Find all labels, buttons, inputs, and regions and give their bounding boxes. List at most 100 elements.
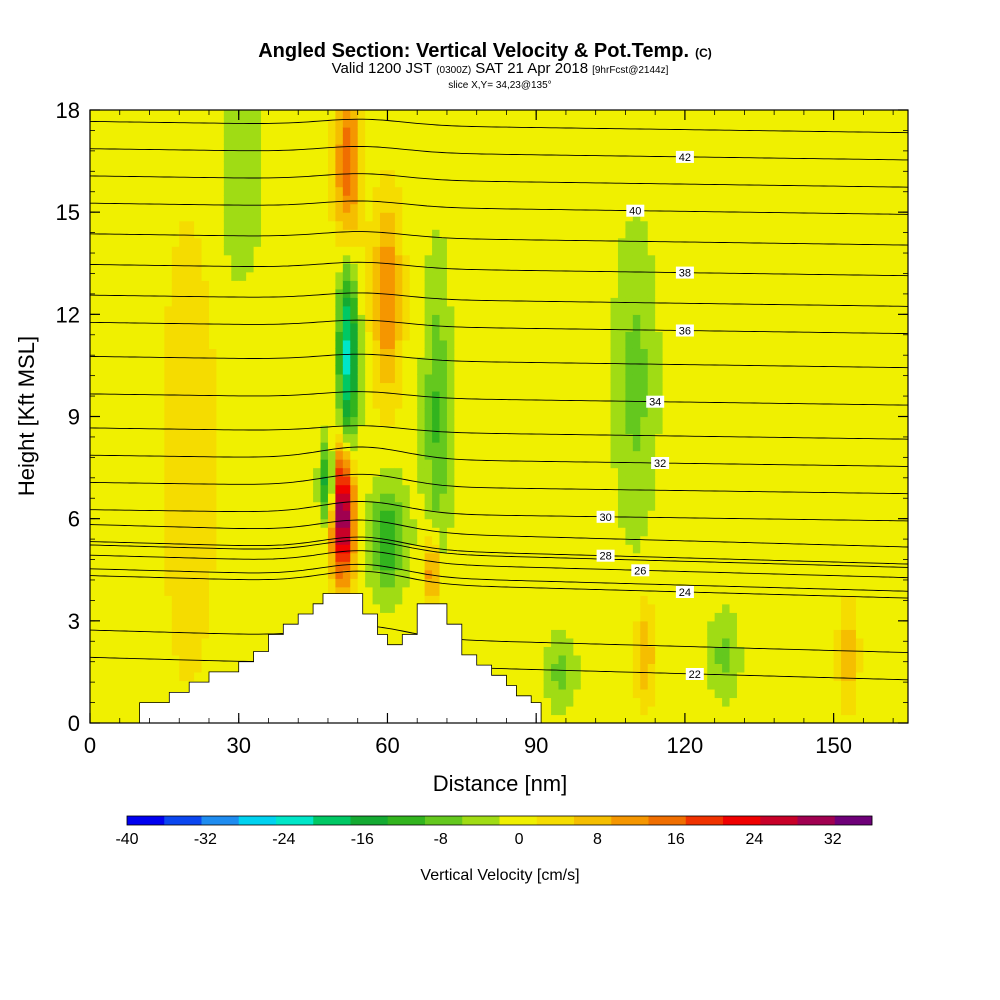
- velocity-cell: [231, 407, 240, 418]
- velocity-cell: [313, 169, 322, 179]
- velocity-cell: [231, 620, 240, 630]
- velocity-cell: [603, 586, 612, 596]
- velocity-cell: [223, 297, 232, 307]
- velocity-cell: [275, 339, 284, 349]
- velocity-cell: [506, 654, 515, 664]
- velocity-cell: [149, 501, 158, 511]
- velocity-cell: [491, 263, 500, 273]
- velocity-cell: [305, 382, 314, 392]
- velocity-cell: [216, 161, 225, 171]
- velocity-cell: [588, 476, 597, 486]
- velocity-cell: [595, 203, 604, 213]
- velocity-cell: [380, 297, 389, 307]
- velocity-cell: [156, 356, 165, 367]
- velocity-cell: [372, 203, 381, 213]
- velocity-cell: [588, 595, 597, 605]
- velocity-cell: [595, 620, 604, 630]
- velocity-cell: [298, 237, 307, 247]
- velocity-cell: [290, 280, 299, 290]
- velocity-cell: [461, 339, 470, 349]
- velocity-cell: [216, 501, 225, 511]
- velocity-cell: [350, 195, 359, 205]
- velocity-cell: [454, 501, 463, 511]
- velocity-cell: [90, 425, 99, 435]
- velocity-cell: [104, 569, 113, 579]
- velocity-cell: [313, 399, 322, 409]
- velocity-cell: [90, 288, 99, 298]
- velocity-cell: [134, 212, 143, 222]
- velocity-cell: [484, 442, 493, 452]
- velocity-cell: [446, 356, 455, 367]
- velocity-cell: [194, 288, 203, 298]
- velocity-cell: [223, 144, 232, 154]
- velocity-cell: [104, 552, 113, 562]
- velocity-cell: [484, 518, 493, 528]
- velocity-cell: [290, 561, 299, 571]
- velocity-cell: [320, 254, 329, 264]
- velocity-cell: [156, 425, 165, 435]
- velocity-cell: [335, 586, 344, 596]
- velocity-cell: [313, 212, 322, 222]
- velocity-cell: [409, 459, 418, 469]
- velocity-cell: [171, 484, 180, 494]
- velocity-cell: [164, 450, 173, 460]
- velocity-cell: [595, 714, 604, 723]
- velocity-cell: [253, 195, 262, 205]
- velocity-cell: [580, 127, 589, 137]
- velocity-cell: [327, 203, 336, 213]
- velocity-cell: [417, 595, 426, 605]
- velocity-cell: [201, 637, 210, 647]
- velocity-cell: [491, 365, 500, 375]
- velocity-cell: [506, 442, 515, 452]
- velocity-cell: [134, 331, 143, 341]
- velocity-cell: [305, 322, 314, 332]
- velocity-cell: [357, 203, 366, 213]
- velocity-cell: [469, 595, 478, 605]
- velocity-cell: [119, 705, 128, 716]
- velocity-cell: [558, 595, 567, 605]
- velocity-cell: [104, 135, 113, 145]
- velocity-cell: [551, 271, 560, 281]
- velocity-cell: [223, 578, 232, 588]
- velocity-cell: [261, 263, 270, 273]
- velocity-cell: [357, 527, 366, 537]
- velocity-cell: [335, 152, 344, 162]
- velocity-cell: [201, 246, 210, 256]
- velocity-cell: [134, 356, 143, 367]
- velocity-cell: [365, 186, 374, 196]
- velocity-cell: [112, 476, 121, 486]
- velocity-cell: [543, 237, 552, 247]
- velocity-cell: [90, 178, 99, 188]
- velocity-cell: [246, 271, 255, 281]
- velocity-cell: [119, 654, 128, 664]
- velocity-cell: [104, 442, 113, 452]
- velocity-cell: [186, 671, 195, 682]
- velocity-cell: [335, 578, 344, 588]
- velocity-cell: [290, 169, 299, 179]
- velocity-cell: [298, 544, 307, 554]
- velocity-cell: [365, 484, 374, 494]
- velocity-cell: [543, 544, 552, 554]
- velocity-cell: [573, 416, 582, 426]
- velocity-cell: [454, 450, 463, 460]
- velocity-cell: [327, 195, 336, 205]
- velocity-cell: [298, 195, 307, 205]
- velocity-cell: [194, 144, 203, 154]
- velocity-cell: [342, 110, 351, 120]
- velocity-cell: [499, 271, 508, 281]
- velocity-cell: [424, 178, 433, 188]
- velocity-cell: [246, 569, 255, 579]
- velocity-cell: [536, 288, 545, 298]
- velocity-cell: [246, 152, 255, 162]
- velocity-cell: [208, 646, 218, 656]
- velocity-cell: [275, 144, 284, 154]
- velocity-cell: [305, 467, 314, 477]
- velocity-cell: [365, 339, 374, 349]
- velocity-cell: [298, 331, 307, 341]
- velocity-cell: [365, 220, 374, 230]
- velocity-cell: [521, 450, 530, 460]
- velocity-cell: [246, 220, 255, 230]
- velocity-cell: [149, 527, 158, 537]
- velocity-cell: [446, 365, 455, 375]
- velocity-cell: [499, 510, 508, 520]
